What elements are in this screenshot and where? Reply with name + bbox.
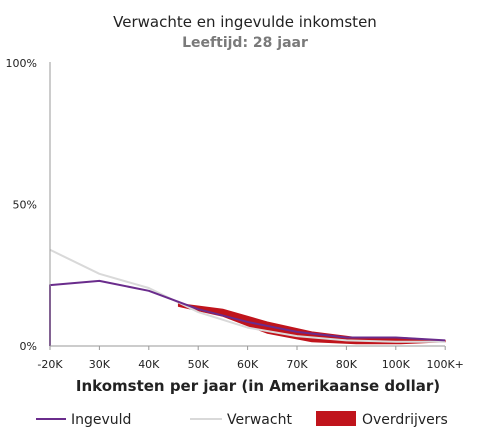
x-tick-label: 80K xyxy=(336,358,358,371)
x-tick-label: 50K xyxy=(188,358,210,371)
y-tick-label: 0% xyxy=(20,340,37,353)
x-tick-label: 70K xyxy=(286,358,308,371)
legend: Ingevuld Verwacht Overdrijvers xyxy=(36,411,448,428)
series-line-ingevuld xyxy=(49,279,446,346)
plot-area xyxy=(49,248,446,346)
y-axis-ticks: 0% 50% 100% xyxy=(6,57,37,353)
x-axis-label: Inkomsten per jaar (in Amerikaanse dolla… xyxy=(76,377,440,395)
legend-label-overdrijvers: Overdrijvers xyxy=(362,412,448,428)
x-tick-label: 40K xyxy=(138,358,160,371)
legend-label-verwacht: Verwacht xyxy=(227,412,292,428)
chart-title: Verwachte en ingevulde inkomsten xyxy=(113,13,377,31)
x-axis-ticks: -20K 30K 40K 50K 60K 70K 80K 100K 100K+ xyxy=(37,346,464,371)
x-tick-label: 100K xyxy=(382,358,411,371)
legend-label-ingevuld: Ingevuld xyxy=(71,412,131,428)
x-tick-label: 60K xyxy=(237,358,259,371)
chart-subtitle: Leeftijd: 28 jaar xyxy=(182,35,308,51)
x-tick-label: 100K+ xyxy=(426,358,463,371)
series-line-verwacht xyxy=(49,248,446,343)
legend-swatch-overdrijvers xyxy=(316,411,356,426)
y-tick-label: 100% xyxy=(6,57,37,70)
y-tick-label: 50% xyxy=(13,199,37,212)
x-tick-label: -20K xyxy=(37,358,63,371)
x-tick-label: 30K xyxy=(89,358,111,371)
